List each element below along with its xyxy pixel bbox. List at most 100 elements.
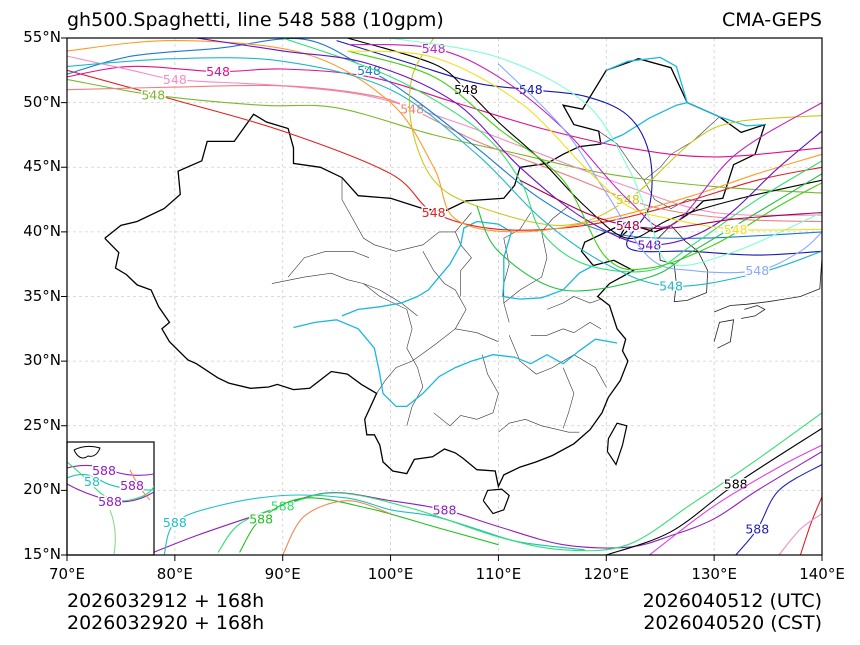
province-border — [376, 328, 499, 394]
contour-line-548 — [282, 38, 822, 273]
contour-label: 588 — [163, 515, 187, 530]
contour-label: 548 — [616, 218, 640, 233]
contour-line-548 — [196, 38, 822, 246]
y-tick-label: 20°N — [23, 480, 61, 499]
contour-line-588 — [153, 451, 822, 553]
init-time-cst: 2026032920 + 168h — [67, 612, 265, 634]
contour-line-588 — [735, 464, 822, 555]
province-border — [643, 116, 720, 181]
y-tick-label: 50°N — [23, 92, 61, 111]
contour-label: 548 — [745, 263, 769, 278]
contour-line-588 — [606, 427, 822, 555]
x-tick-label: 100°E — [367, 565, 414, 583]
contour-label: 588 — [724, 476, 748, 491]
x-tick-label: 140°E — [799, 565, 845, 583]
y-tick-label: 45°N — [23, 157, 61, 176]
contour-line-548 — [347, 50, 822, 271]
init-time-block: 2026032912 + 168h 2026032920 + 168h — [67, 590, 264, 634]
province-border — [271, 272, 418, 317]
contour-line-548 — [347, 43, 822, 228]
y-tick-label: 40°N — [23, 221, 61, 240]
y-tick-label: 55°N — [23, 28, 61, 46]
contour-label: 548 — [659, 279, 683, 294]
contour-line-588 — [282, 500, 391, 555]
contour-lines: 5485485485485485485485485485485485485485… — [67, 38, 822, 555]
contour-line-588 — [778, 513, 822, 555]
model-name: CMA-GEPS — [721, 9, 822, 31]
river — [341, 220, 594, 317]
svg-text:58: 58 — [84, 474, 100, 489]
graticule-grid — [67, 38, 822, 555]
x-tick-label: 130°E — [691, 565, 737, 583]
contour-line-548 — [67, 65, 822, 158]
y-tick-label: 15°N — [23, 545, 61, 563]
coastline — [713, 257, 822, 313]
river — [606, 56, 765, 127]
province-border — [562, 367, 575, 429]
init-time-utc: 2026032912 + 168h — [67, 590, 265, 612]
x-tick-label: 120°E — [583, 565, 630, 583]
valid-time-utc: 2026040512 (UTC) — [642, 590, 822, 612]
province-border — [508, 335, 607, 388]
svg-text:588: 588 — [92, 463, 116, 478]
contour-label: 548 — [400, 102, 424, 117]
contour-label: 548 — [724, 222, 748, 237]
province-border — [422, 251, 467, 329]
axis-ticks — [61, 37, 823, 561]
contour-label: 548 — [206, 64, 230, 79]
province-border — [503, 212, 532, 323]
x-tick-label: 110°E — [475, 565, 522, 583]
x-tick-label: 80°E — [156, 565, 193, 583]
contour-line-548 — [67, 38, 822, 239]
contour-line-548 — [336, 40, 822, 256]
province-border — [546, 296, 602, 310]
x-tick-label: 70°E — [48, 565, 86, 583]
river — [293, 319, 618, 408]
province-border — [455, 231, 472, 297]
valid-time-block: 2026040512 (UTC) 2026040520 (CST) — [643, 590, 822, 634]
svg-text:588: 588 — [120, 478, 144, 493]
chart-title: gh500.Spaghetti, line 548 588 (10gpm) — [67, 9, 444, 31]
y-tick-label: 30°N — [23, 351, 61, 370]
contour-line-588 — [649, 444, 822, 555]
province-border — [530, 322, 602, 336]
river — [600, 101, 688, 145]
contour-label: 588 — [249, 511, 273, 526]
hainan-coast — [482, 488, 510, 515]
contour-line-548 — [347, 38, 822, 239]
province-border — [498, 418, 580, 433]
contour-label: 548 — [454, 82, 478, 97]
contour-line-548 — [67, 69, 822, 231]
valid-time-cst: 2026040520 (CST) — [643, 612, 822, 634]
map-frame — [66, 37, 823, 556]
contour-label: 588 — [745, 522, 769, 537]
x-tick-label: 90°E — [264, 565, 301, 583]
contour-line-548 — [408, 38, 822, 226]
svg-text:588: 588 — [98, 494, 122, 509]
contour-line-548 — [347, 50, 822, 231]
taiwan-coast — [606, 422, 628, 466]
contour-line-548 — [519, 179, 822, 229]
coastline — [713, 319, 735, 349]
province-border — [287, 251, 370, 278]
y-tick-label: 25°N — [23, 415, 61, 434]
contour-label: 548 — [422, 205, 446, 220]
province-border — [341, 177, 472, 252]
province-border — [433, 354, 499, 427]
contour-label: 548 — [163, 72, 187, 87]
contour-line-588 — [799, 496, 822, 555]
contour-line-548 — [67, 40, 822, 233]
contour-line-548 — [67, 55, 822, 216]
contour-line-548 — [67, 78, 822, 194]
contour-line-548 — [476, 173, 822, 292]
coastline — [741, 305, 766, 319]
province-border — [503, 205, 569, 304]
country-borders — [104, 56, 822, 515]
contour-line-548 — [390, 38, 822, 267]
contour-line-548 — [67, 57, 822, 287]
y-tick-label: 35°N — [23, 286, 61, 305]
contour-label: 588 — [433, 502, 457, 517]
province-border — [598, 130, 704, 209]
